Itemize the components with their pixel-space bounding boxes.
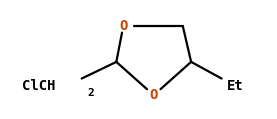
Text: O: O bbox=[150, 88, 158, 102]
Text: O: O bbox=[119, 19, 127, 33]
Text: Et: Et bbox=[227, 79, 244, 93]
Text: 2: 2 bbox=[87, 88, 94, 98]
Text: ClCH: ClCH bbox=[22, 79, 56, 93]
